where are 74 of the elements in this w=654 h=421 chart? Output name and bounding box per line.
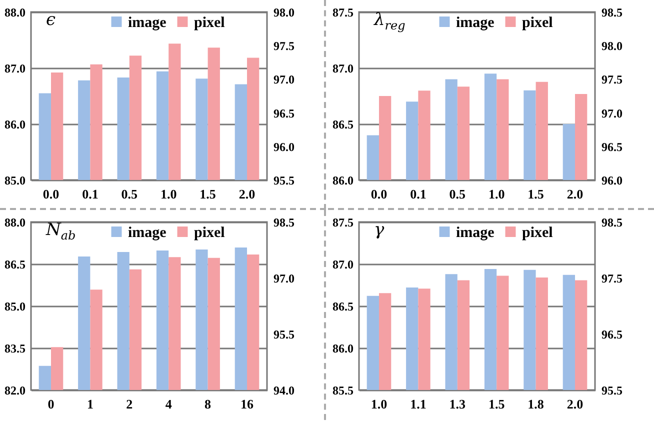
x-tick-label: 1.5 (200, 186, 216, 202)
legend-label: image (456, 14, 495, 31)
x-tick-label: 16 (240, 396, 254, 412)
x-tick-label: 8 (204, 396, 212, 412)
legend-label: pixel (522, 224, 553, 241)
y2-tick-label: 97.5 (602, 272, 622, 286)
y2-tick-label: 96.0 (602, 174, 622, 188)
chart-title: λ$_{reg}$ (374, 10, 406, 32)
y2-tick-label: 97.0 (602, 106, 622, 120)
y2-tick-label: 96.5 (274, 106, 294, 120)
y-tick-label: 88.0 (4, 216, 26, 230)
x-tick-label: 1.0 (160, 186, 177, 202)
y-tick-label: 86.5 (332, 118, 354, 132)
y-tick-label: 85.0 (4, 174, 26, 188)
y-tick-label: 87.0 (4, 62, 26, 76)
x-tick-label: 2 (126, 396, 133, 412)
y2-tick-label: 97.0 (274, 272, 294, 286)
legend-label: image (456, 224, 495, 241)
x-tick-label: 2.0 (566, 396, 584, 412)
chart-title: γ (374, 220, 384, 240)
y-tick-label: 87.0 (332, 258, 354, 272)
x-tick-label: 1.5 (488, 396, 506, 412)
x-tick-label: 0.1 (410, 186, 426, 202)
y2-tick-label: 95.5 (602, 384, 622, 398)
y2-tick-label: 95.5 (274, 328, 294, 342)
legend-label: pixel (522, 14, 553, 31)
y2-tick-label: 96.5 (602, 328, 622, 342)
y-tick-label: 86.5 (4, 258, 26, 272)
y-tick-label: 85.0 (4, 300, 26, 314)
x-tick-label: 0 (48, 396, 54, 412)
y-tick-label: 85.5 (332, 384, 354, 398)
legend-label: image (128, 224, 167, 241)
x-tick-label: 1.8 (528, 396, 544, 412)
x-tick-label: 0.1 (82, 186, 98, 202)
x-tick-label: 0.0 (42, 186, 60, 202)
y2-tick-label: 98.5 (602, 6, 622, 20)
y2-tick-label: 95.5 (274, 174, 294, 188)
y-tick-label: 86.5 (332, 300, 354, 314)
y2-tick-label: 96.0 (274, 140, 294, 154)
y2-tick-label: 97.5 (274, 39, 294, 54)
y-tick-label: 86.0 (332, 174, 354, 188)
x-tick-label: 0.0 (370, 186, 388, 202)
y2-tick-label: 98.5 (602, 216, 622, 230)
x-tick-label: 0.5 (449, 186, 466, 202)
x-tick-label: 1.3 (449, 396, 466, 412)
y-tick-label: 86.0 (332, 342, 354, 356)
y-tick-label: 86.0 (4, 118, 26, 132)
x-tick-label: 1.5 (528, 186, 544, 202)
y2-tick-label: 97.0 (274, 72, 294, 87)
y-tick-label: 87.5 (332, 6, 354, 20)
x-tick-label: 1.0 (488, 186, 505, 202)
y-tick-label: 87.5 (332, 216, 354, 230)
x-tick-label: 2.0 (238, 186, 256, 202)
x-tick-label: 0.5 (121, 186, 138, 202)
x-tick-label: 1.0 (370, 396, 388, 412)
y2-tick-label: 98.0 (274, 6, 294, 20)
x-tick-label: 2.0 (566, 186, 584, 202)
y2-tick-label: 96.5 (602, 140, 622, 154)
y2-tick-label: 97.5 (602, 72, 622, 87)
y-tick-label: 87.0 (332, 62, 354, 76)
y-tick-label: 82.0 (4, 384, 26, 398)
chart-title: N$_{ab}$ (46, 220, 76, 242)
y2-tick-label: 98.5 (274, 216, 294, 230)
legend-label: image (128, 14, 167, 31)
chart-title: ϵ (46, 10, 56, 30)
x-tick-label: 1.1 (410, 396, 426, 412)
y2-tick-label: 98.0 (602, 39, 622, 54)
y2-tick-label: 94.0 (274, 384, 294, 398)
x-tick-label: 4 (165, 396, 172, 412)
x-tick-label: 1 (86, 396, 94, 412)
y-tick-label: 83.5 (4, 342, 26, 356)
legend-label: pixel (194, 224, 225, 241)
y-tick-label: 88.0 (4, 6, 26, 20)
legend-label: pixel (194, 14, 225, 31)
